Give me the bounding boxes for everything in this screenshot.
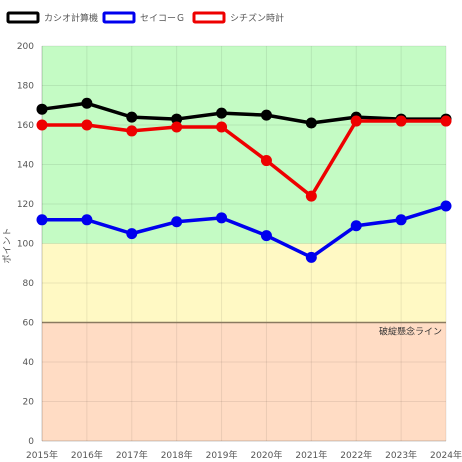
series-line-0 — [40, 101, 448, 125]
series-1-point-5 — [260, 230, 272, 242]
y-tick-label-10: 200 — [17, 42, 34, 52]
series-1-point-3 — [171, 216, 183, 228]
series-0-point-2 — [126, 111, 138, 123]
y-tick-label-2: 40 — [23, 358, 35, 368]
series-line-1 — [40, 204, 448, 260]
series-1-point-2 — [126, 228, 138, 240]
reference-line-group: 破綻懸念ライン — [42, 321, 446, 338]
series-0-point-5 — [260, 109, 272, 121]
background-band-1 — [42, 243, 446, 323]
x-tick-label-7: 2022年 — [340, 449, 372, 461]
x-tick-label-4: 2019年 — [206, 449, 238, 461]
y-tick-label-1: 20 — [23, 398, 35, 408]
background-bands — [42, 46, 446, 441]
series-1-point-4 — [216, 212, 228, 224]
legend-swatch-2[interactable] — [192, 11, 226, 24]
x-tick-label-1: 2016年 — [71, 449, 103, 461]
y-tick-label-0: 0 — [28, 437, 34, 447]
x-tick-label-3: 2018年 — [161, 449, 193, 461]
legend[interactable]: カシオ計算機 セイコーＧ シチズン時計 — [6, 11, 284, 24]
x-tick-label-5: 2020年 — [250, 449, 282, 461]
x-tick-label-2: 2017年 — [116, 449, 148, 461]
x-tick-label-0: 2015年 — [26, 449, 58, 461]
series-2-point-5 — [260, 155, 272, 167]
series-2-point-4 — [216, 121, 228, 133]
series-1-point-9 — [440, 200, 452, 212]
reference-line-label: 破綻懸念ライン — [379, 326, 442, 338]
series-1-point-0 — [36, 214, 48, 226]
series-0-point-1 — [81, 97, 93, 109]
background-band-2 — [42, 322, 446, 441]
legend-label-2[interactable]: シチズン時計 — [230, 12, 284, 24]
series-2-point-8 — [395, 115, 407, 127]
series-1-point-6 — [305, 251, 317, 263]
series-2-point-2 — [126, 125, 138, 137]
x-tick-label-6: 2021年 — [295, 449, 327, 461]
y-tick-label-5: 100 — [17, 240, 34, 250]
y-tick-label-9: 180 — [17, 82, 34, 92]
y-axis-title: ポイント — [2, 227, 13, 263]
series-0-point-0 — [36, 103, 48, 115]
series-2-point-1 — [81, 119, 93, 131]
series-2-point-7 — [350, 115, 362, 127]
legend-swatch-1[interactable] — [102, 11, 136, 24]
y-tick-label-7: 140 — [17, 161, 34, 171]
x-tick-label-9: 2024年 — [430, 449, 462, 461]
series-1-point-7 — [350, 220, 362, 232]
series-2-point-0 — [36, 119, 48, 131]
series-1-point-8 — [395, 214, 407, 226]
series-0-point-4 — [216, 107, 228, 119]
y-tick-label-6: 120 — [17, 200, 34, 210]
series-1-point-1 — [81, 214, 93, 226]
x-tick-label-8: 2023年 — [385, 449, 417, 461]
legend-label-0[interactable]: カシオ計算機 — [44, 12, 98, 24]
series-2-point-6 — [305, 190, 317, 202]
y-tick-label-8: 160 — [17, 121, 34, 131]
legend-swatch-0[interactable] — [6, 11, 40, 24]
y-tick-label-4: 80 — [23, 279, 35, 289]
series-0-point-6 — [305, 117, 317, 129]
legend-label-1[interactable]: セイコーＧ — [140, 13, 185, 24]
y-tick-label-3: 60 — [23, 319, 35, 329]
series-0-point-3 — [171, 113, 183, 125]
series-2-point-9 — [440, 115, 452, 127]
series-2-point-3 — [171, 121, 183, 133]
series-group — [36, 97, 452, 263]
axes: 0 20 40 60 80 100 120 140 160 180 200 2015年 2016年 201… — [2, 42, 462, 461]
series-line-2 — [40, 119, 448, 198]
